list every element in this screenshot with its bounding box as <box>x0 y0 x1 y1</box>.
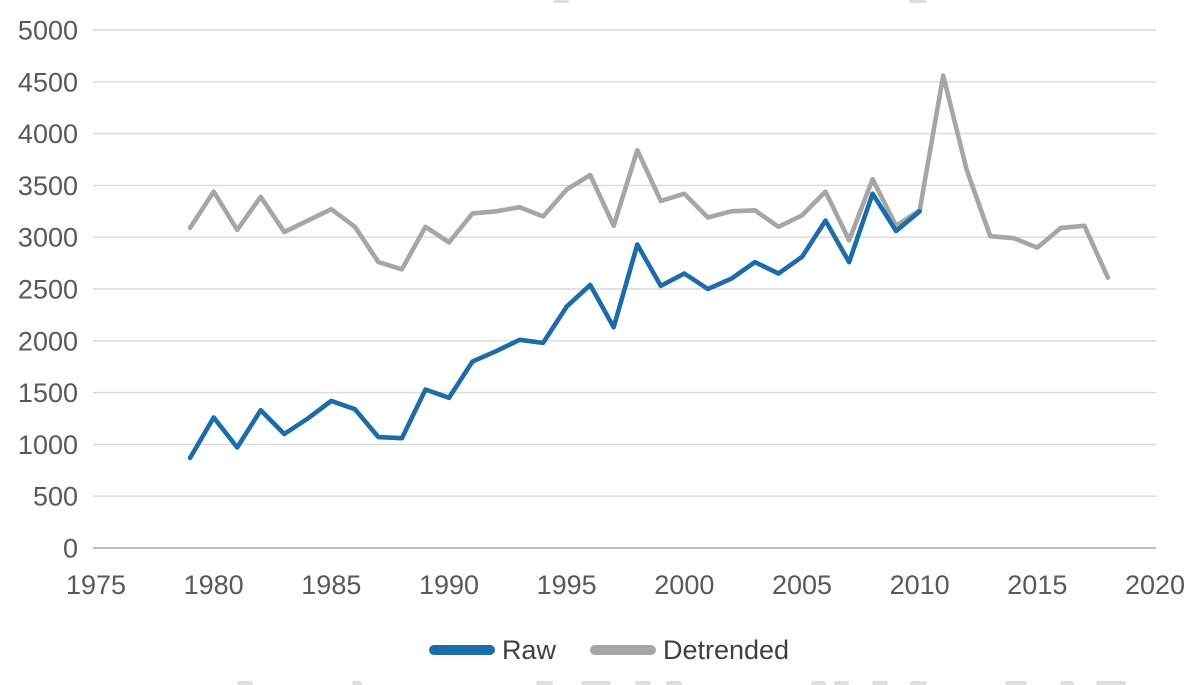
cropped-content-artifact <box>635 681 651 685</box>
series-lines <box>187 73 1111 461</box>
x-axis-tick-label: 2020 <box>1125 570 1185 600</box>
y-axis-tick-label: 4000 <box>18 119 78 149</box>
raw-line-swatch-icon <box>428 645 495 655</box>
x-axis-tick-labels: 1975 1980 1985 1990 1995 2000 2005 2010 2015 2020 <box>66 570 1185 600</box>
cropped-content-artifact <box>1005 681 1027 685</box>
legend-item-detrended: Detrended <box>589 634 790 665</box>
chart-legend: Raw Detrended <box>0 633 1200 667</box>
y-axis-tick-label: 1000 <box>18 430 78 460</box>
x-axis-tick-label: 2010 <box>890 570 950 600</box>
raw-series-line <box>187 191 923 461</box>
cropped-content-artifact <box>237 681 253 685</box>
y-axis-tick-labels: 0 500 1000 1500 2000 2500 3000 3500 4000 4500 5000 <box>18 16 78 564</box>
cropped-content-artifact <box>666 681 682 685</box>
x-axis-tick-label: 2005 <box>772 570 832 600</box>
x-axis-tick-label: 2000 <box>654 570 714 600</box>
y-axis-tick-label: 4500 <box>18 67 78 97</box>
cropped-content-artifact <box>536 681 553 685</box>
detrended-series-line <box>187 73 1111 280</box>
cropped-content-artifact <box>553 0 569 3</box>
cropped-content-artifact <box>352 681 362 685</box>
legend-label-raw: Raw <box>501 634 556 665</box>
cropped-content-artifact <box>1096 681 1126 685</box>
y-axis-tick-label: 5000 <box>18 16 78 46</box>
cropped-content-artifact <box>1060 681 1074 685</box>
x-axis-tick-label: 1990 <box>419 570 479 600</box>
detrended-line-swatch-icon <box>589 645 656 655</box>
y-axis-tick-label: 3000 <box>18 223 78 253</box>
y-axis-tick-label: 500 <box>33 482 78 512</box>
y-axis-tick-label: 2000 <box>18 326 78 356</box>
x-axis-tick-label: 1995 <box>537 570 597 600</box>
y-axis-tick-label: 3500 <box>18 171 78 201</box>
legend-label-detrended: Detrended <box>662 634 790 665</box>
cropped-content-artifact <box>811 681 826 685</box>
cropped-content-artifact <box>909 0 927 3</box>
y-axis-tick-label: 0 <box>63 534 78 564</box>
cropped-content-artifact <box>872 681 888 685</box>
y-axis-tick-label: 1500 <box>18 378 78 408</box>
cropped-content-artifact <box>581 681 611 685</box>
x-axis-tick-label: 1975 <box>66 570 126 600</box>
cropped-content-artifact <box>910 681 927 685</box>
x-axis-tick-label: 1985 <box>301 570 361 600</box>
legend-item-raw: Raw <box>428 634 556 665</box>
x-axis-tick-label: 2015 <box>1007 570 1067 600</box>
y-axis-tick-label: 2500 <box>18 275 78 305</box>
x-axis-tick-label: 1980 <box>184 570 244 600</box>
cropped-content-artifact <box>834 681 849 685</box>
